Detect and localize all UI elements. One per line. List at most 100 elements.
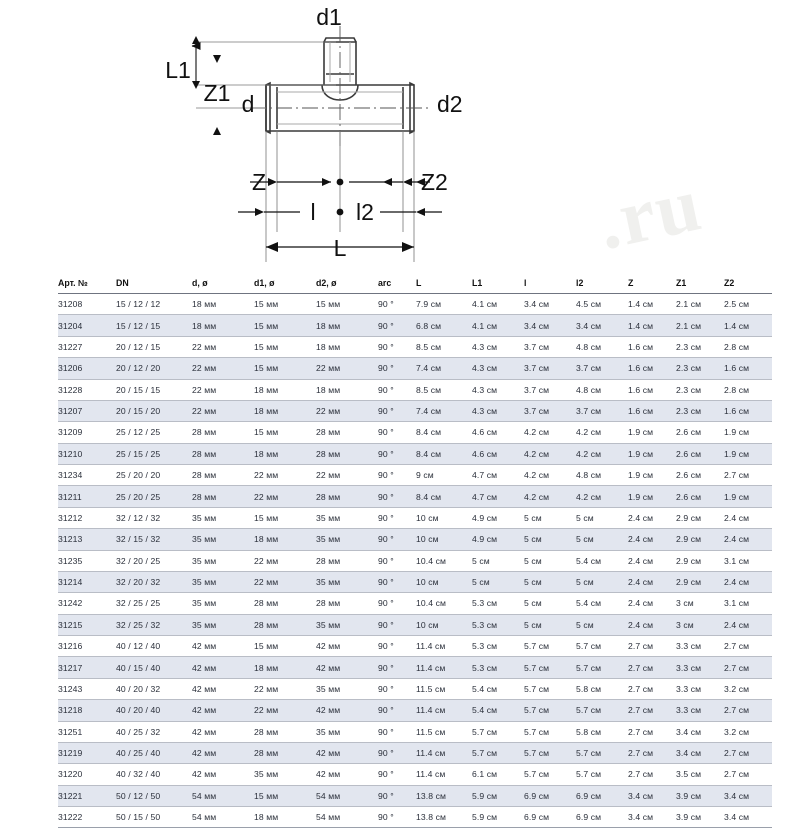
cell-l-small: 5.7 см: [524, 742, 576, 765]
table-row[interactable]: 31228 20 / 15 / 15 22 мм 18 мм 18 мм 90 ° 8.5 …: [58, 379, 772, 401]
column-header-z1[interactable]: Z1: [676, 278, 724, 294]
cell-l-small: 6.9 см: [524, 785, 576, 808]
cell-l2: 3.7 см: [576, 357, 628, 380]
cell-d2: 42 мм: [316, 742, 378, 765]
cell-article: 31218: [58, 699, 116, 722]
cell-l-total: 11.4 см: [416, 763, 472, 786]
table-row[interactable]: 31209 25 / 12 / 25 28 мм 15 мм 28 мм 90 ° 8.4 …: [58, 421, 772, 444]
table-row[interactable]: 31215 32 / 25 / 32 35 мм 28 мм 35 мм 90 ° 10 с…: [58, 614, 772, 637]
cell-l1: 5.3 см: [472, 614, 524, 637]
column-header-arc[interactable]: arc: [378, 278, 416, 294]
cell-z2: 2.4 см: [724, 571, 772, 594]
table-row[interactable]: 31217 40 / 15 / 40 42 мм 18 мм 42 мм 90 ° 11.4…: [58, 656, 772, 679]
cell-d: 28 мм: [192, 485, 254, 508]
table-row[interactable]: 31219 40 / 25 / 40 42 мм 28 мм 42 мм 90 ° 11.4…: [58, 742, 772, 765]
cell-d2: 35 мм: [316, 614, 378, 637]
cell-d: 42 мм: [192, 656, 254, 679]
cell-arc: 90 °: [378, 550, 416, 572]
table-row[interactable]: 31222 50 / 15 / 50 54 мм 18 мм 54 мм 90 ° 13.8…: [58, 806, 772, 828]
cell-d2: 28 мм: [316, 592, 378, 615]
cell-d1: 15 мм: [254, 314, 316, 337]
cell-l-small: 5 см: [524, 528, 576, 551]
cell-d: 42 мм: [192, 721, 254, 743]
cell-z: 2.4 см: [628, 592, 676, 615]
table-row[interactable]: 31251 40 / 25 / 32 42 мм 28 мм 35 мм 90 ° 11.5…: [58, 721, 772, 743]
cell-d2: 35 мм: [316, 571, 378, 594]
cell-d: 22 мм: [192, 379, 254, 401]
column-header-d1[interactable]: d1, ø: [254, 278, 316, 294]
column-header-d2[interactable]: d2, ø: [316, 278, 378, 294]
cell-arc: 90 °: [378, 635, 416, 658]
table-row[interactable]: 31207 20 / 15 / 20 22 мм 18 мм 22 мм 90 ° 7.4 …: [58, 400, 772, 423]
cell-d2: 18 мм: [316, 336, 378, 359]
table-row[interactable]: 31242 32 / 25 / 25 35 мм 28 мм 28 мм 90 ° 10.4…: [58, 592, 772, 615]
table-row[interactable]: 31218 40 / 20 / 40 42 мм 22 мм 42 мм 90 ° 11.4…: [58, 699, 772, 722]
column-header-dn[interactable]: DN: [116, 278, 192, 294]
table-row[interactable]: 31211 25 / 20 / 25 28 мм 22 мм 28 мм 90 ° 8.4 …: [58, 485, 772, 508]
cell-l-small: 3.7 см: [524, 379, 576, 401]
cell-z2: 1.9 см: [724, 421, 772, 444]
cell-arc: 90 °: [378, 443, 416, 466]
cell-l2: 5.8 см: [576, 721, 628, 743]
table-row[interactable]: 31204 15 / 12 / 15 18 мм 15 мм 18 мм 90 ° 6.8 …: [58, 314, 772, 337]
table-row[interactable]: 31208 15 / 12 / 12 18 мм 15 мм 15 мм 90 ° 7.9 …: [58, 293, 772, 316]
column-header-article[interactable]: Арт. №: [58, 278, 116, 294]
table-row[interactable]: 31220 40 / 32 / 40 42 мм 35 мм 42 мм 90 ° 11.4…: [58, 763, 772, 786]
table-row[interactable]: 31235 32 / 20 / 25 35 мм 22 мм 28 мм 90 ° 10.4…: [58, 550, 772, 572]
table-row[interactable]: 31243 40 / 20 / 32 42 мм 22 мм 35 мм 90 ° 11.5…: [58, 678, 772, 701]
table-row[interactable]: 31221 50 / 12 / 50 54 мм 15 мм 54 мм 90 ° 13.8…: [58, 785, 772, 808]
column-header-l-small[interactable]: l: [524, 278, 576, 294]
cell-l-small: 5.7 см: [524, 656, 576, 679]
cell-d: 54 мм: [192, 806, 254, 828]
cell-z1: 3 см: [676, 592, 724, 615]
cell-article: 31213: [58, 528, 116, 551]
table-row[interactable]: 31227 20 / 12 / 15 22 мм 15 мм 18 мм 90 ° 8.5 …: [58, 336, 772, 359]
table-row[interactable]: 31216 40 / 12 / 40 42 мм 15 мм 42 мм 90 ° 11.4…: [58, 635, 772, 658]
cell-l2: 5 см: [576, 507, 628, 530]
cell-z2: 2.7 см: [724, 656, 772, 679]
cell-z2: 1.9 см: [724, 443, 772, 466]
label-Z: Z: [252, 169, 266, 195]
table-row[interactable]: 31214 32 / 20 / 32 35 мм 22 мм 35 мм 90 ° 10 с…: [58, 571, 772, 594]
table-row[interactable]: 31234 25 / 20 / 20 28 мм 22 мм 22 мм 90 ° 9 см…: [58, 464, 772, 487]
cell-z1: 3.3 см: [676, 635, 724, 658]
cell-z1: 2.1 см: [676, 314, 724, 337]
column-header-z[interactable]: Z: [628, 278, 676, 294]
cell-l-total: 8.4 см: [416, 421, 472, 444]
column-header-l-total[interactable]: L: [416, 278, 472, 294]
cell-d1: 28 мм: [254, 592, 316, 615]
cell-l-total: 8.4 см: [416, 485, 472, 508]
table-row[interactable]: 31213 32 / 15 / 32 35 мм 18 мм 35 мм 90 ° 10 с…: [58, 528, 772, 551]
cell-z: 1.6 см: [628, 379, 676, 401]
cell-l-small: 3.7 см: [524, 400, 576, 423]
table-row[interactable]: 31206 20 / 12 / 20 22 мм 15 мм 22 мм 90 ° 7.4 …: [58, 357, 772, 380]
cell-article: 31204: [58, 314, 116, 337]
cell-l1: 4.6 см: [472, 421, 524, 444]
cell-d1: 15 мм: [254, 635, 316, 658]
cell-l2: 4.5 см: [576, 293, 628, 316]
cell-z1: 2.3 см: [676, 379, 724, 401]
cell-l-total: 10.4 см: [416, 550, 472, 572]
cell-l-total: 13.8 см: [416, 785, 472, 808]
cell-d2: 18 мм: [316, 314, 378, 337]
column-header-d[interactable]: d, ø: [192, 278, 254, 294]
cell-z1: 2.3 см: [676, 400, 724, 423]
column-header-z2[interactable]: Z2: [724, 278, 772, 294]
cell-d1: 22 мм: [254, 485, 316, 508]
cell-dn: 32 / 25 / 32: [116, 614, 192, 637]
tee-fitting-svg: d1 L1 Z1 d d2 Z Z2 l l2 L: [165, 4, 463, 262]
table-row[interactable]: 31212 32 / 12 / 32 35 мм 15 мм 35 мм 90 ° 10 с…: [58, 507, 772, 530]
cell-l-small: 5.7 см: [524, 678, 576, 701]
cell-d2: 35 мм: [316, 678, 378, 701]
cell-l2: 6.9 см: [576, 785, 628, 808]
cell-l-small: 5 см: [524, 550, 576, 572]
table-row[interactable]: 31210 25 / 15 / 25 28 мм 18 мм 28 мм 90 ° 8.4 …: [58, 443, 772, 466]
column-header-l1[interactable]: L1: [472, 278, 524, 294]
cell-d1: 15 мм: [254, 336, 316, 359]
table-body: 31208 15 / 12 / 12 18 мм 15 мм 15 мм 90 ° 7.9 …: [58, 293, 772, 828]
cell-dn: 15 / 12 / 12: [116, 293, 192, 316]
cell-d1: 35 мм: [254, 763, 316, 786]
technical-drawing: .ru ru: [0, 0, 800, 548]
column-header-l2[interactable]: l2: [576, 278, 628, 294]
cell-z2: 1.6 см: [724, 400, 772, 423]
